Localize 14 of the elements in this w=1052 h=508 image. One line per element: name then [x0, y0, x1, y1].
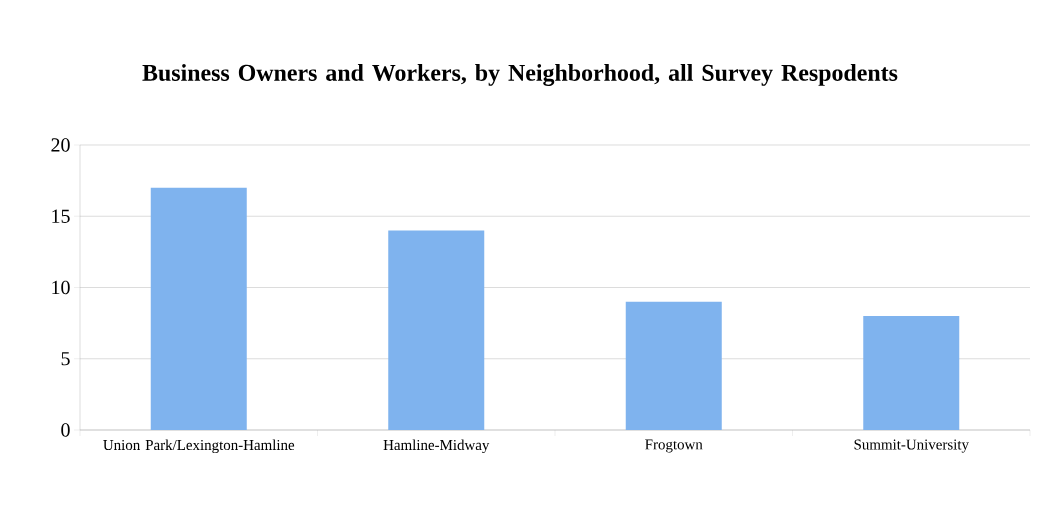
- y-tick-label: 20: [51, 138, 70, 152]
- bar: [388, 230, 485, 430]
- chart-title: Business Owners and Workers, by Neighborhood, all Survey Respodents: [142, 64, 898, 86]
- bar: [863, 316, 960, 430]
- x-tick-label: Frogtown: [645, 439, 703, 453]
- x-tick-label: Hamline-Midway: [383, 439, 490, 454]
- bar: [625, 301, 722, 430]
- x-tick-label: Summit-University: [854, 439, 969, 453]
- bar: [150, 187, 247, 430]
- x-tick-label: Union Park/Lexington-Hamline: [103, 439, 295, 454]
- y-tick-label: 15: [52, 209, 70, 223]
- y-tick-label: 5: [61, 352, 70, 366]
- y-tick-label: 0: [61, 423, 70, 437]
- y-tick-label: 10: [52, 280, 70, 295]
